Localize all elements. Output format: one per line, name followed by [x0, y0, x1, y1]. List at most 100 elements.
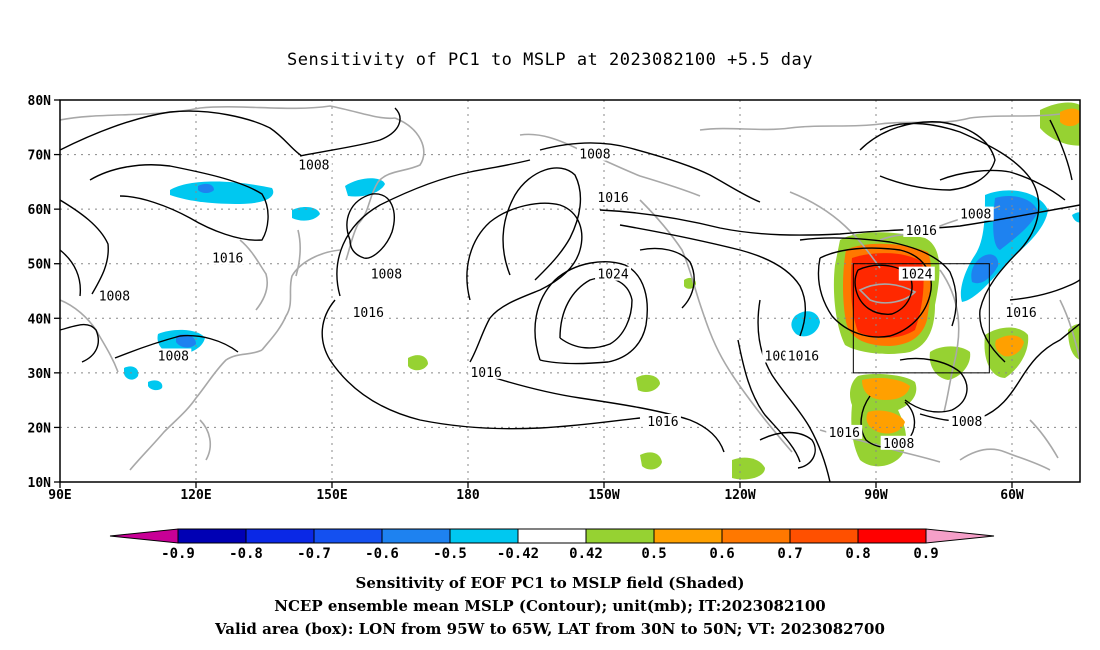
contour-labels: 1008 1008 1016 1016 1016 1008 1008 1008 1016 1024…	[96, 146, 1040, 452]
contour-label: 1008	[951, 415, 982, 430]
colorbar-label: 0.9	[913, 546, 938, 562]
lon-label: 150E	[316, 488, 347, 503]
contour-label: 1016	[212, 251, 243, 266]
lon-label: 150W	[588, 488, 619, 503]
lat-label: 40N	[28, 312, 52, 327]
contour-label-bg	[96, 288, 133, 303]
negative-region-siberia3	[292, 206, 320, 221]
colorbar-box	[721, 528, 791, 544]
figure-title: Sensitivity of PC1 to MSLP at 2023082100…	[286, 50, 813, 70]
colorbar-box	[177, 528, 247, 544]
contour-label-bg	[576, 146, 613, 161]
contour-label: 1024	[901, 268, 932, 283]
positive-region-south-orange	[862, 378, 910, 400]
contour-label-bg	[595, 190, 632, 205]
colorbar-low-end	[109, 528, 179, 544]
colorbar-label: 0.8	[845, 546, 870, 562]
contour-label: 1016	[353, 306, 384, 321]
contour-label-bg	[903, 222, 940, 237]
colorbar-box	[653, 528, 723, 544]
negative-region-edge	[1072, 212, 1080, 223]
negative-region-east-coast-dark2	[971, 254, 999, 284]
contour-label: 100	[765, 349, 788, 364]
contour-label-bg	[350, 304, 387, 319]
colorbar-labels: -0.9 -0.8 -0.7 -0.6 -0.5 -0.42 0.42 0.5 0.6 0.7 0.…	[161, 546, 939, 562]
lat-label: 50N	[28, 258, 52, 273]
contour-label: 1008	[371, 268, 402, 283]
caption-line-2: NCEP ensemble mean MSLP (Contour); unit(…	[274, 597, 826, 615]
contour-label-bg	[785, 348, 822, 363]
colorbar-label: 0.5	[641, 546, 666, 562]
colorbar-boxes	[109, 528, 995, 544]
lon-label: 90E	[48, 488, 71, 503]
negative-region-china-dark	[176, 334, 196, 348]
negative-region-siberia-dark	[198, 183, 214, 193]
negative-region-us	[791, 311, 820, 337]
contour-label: 1008	[99, 289, 130, 304]
colorbar-label: 0.7	[777, 546, 802, 562]
positive-region-gulf	[732, 457, 765, 480]
lon-label: 90W	[864, 488, 888, 503]
contour-label: 1016	[470, 366, 501, 381]
colorbar-box	[449, 528, 519, 544]
contour-label: 1016	[1005, 306, 1036, 321]
lat-label: 60N	[28, 203, 52, 218]
positive-region-sw	[640, 452, 662, 470]
latitude-labels: 80N 70N 60N 50N 40N 30N 20N 10N	[28, 94, 52, 491]
colorbar-label: -0.5	[433, 546, 467, 562]
contour-label-bg	[948, 413, 985, 428]
colorbar: -0.9 -0.8 -0.7 -0.6 -0.5 -0.42 0.42 0.5 0.6 0.7 0.…	[109, 528, 995, 562]
colorbar-label: -0.7	[297, 546, 331, 562]
contour-label-bg	[209, 250, 246, 265]
colorbar-box	[857, 528, 927, 544]
contour-label: 1008	[298, 158, 329, 173]
negative-region-china3	[148, 380, 163, 391]
coastlines	[60, 105, 1080, 471]
lat-label: 70N	[28, 149, 52, 164]
colorbar-label: -0.8	[229, 546, 263, 562]
colorbar-box	[585, 528, 655, 544]
axis-ticks	[54, 99, 1013, 488]
positive-region-pac2	[408, 355, 428, 371]
colorbar-label: -0.9	[161, 546, 195, 562]
map-frame	[59, 99, 1081, 483]
lon-label: 180	[456, 488, 480, 503]
contour-label-bg	[1003, 304, 1040, 319]
contour-label: 1016	[597, 191, 628, 206]
contour-label: 1016	[906, 224, 937, 239]
lat-label: 20N	[28, 421, 52, 436]
lon-label: 120W	[724, 488, 755, 503]
lat-label: 80N	[28, 94, 52, 109]
lon-label: 60W	[1000, 488, 1024, 503]
contour-label: 1016	[647, 415, 678, 430]
lat-label: 10N	[28, 476, 52, 491]
map-panel: 1008 1008 1016 1016 1016 1008 1008 1008 1016 1024…	[28, 94, 1081, 503]
contour-label-bg	[826, 424, 863, 439]
contour-label-bg	[368, 266, 405, 281]
colorbar-label: 0.6	[709, 546, 734, 562]
longitude-labels: 90E 120E 150E 180 150W 120W 90W 60W	[48, 488, 1024, 503]
contour-label: 1008	[579, 148, 610, 163]
positive-region-ne-orange	[1060, 108, 1080, 127]
contour-label: 1008	[883, 437, 914, 452]
lat-label: 30N	[28, 367, 52, 382]
colorbar-box	[789, 528, 859, 544]
contour-label: 1016	[829, 426, 860, 441]
contour-label-bg	[155, 348, 192, 363]
contour-label-bg	[957, 206, 994, 221]
lon-label: 120E	[180, 488, 211, 503]
contour-label-bg	[295, 157, 332, 172]
contour-label-bg	[644, 413, 681, 428]
colorbar-box	[517, 528, 587, 544]
contour-label-bg	[595, 266, 632, 281]
contour-label: 1008	[158, 349, 189, 364]
colorbar-label: -0.42	[497, 546, 539, 562]
colorbar-label: -0.6	[365, 546, 399, 562]
contour-label: 1008	[960, 208, 991, 223]
contour-label-bg	[880, 435, 917, 450]
positive-region-pac1	[636, 374, 660, 392]
colorbar-label: 0.42	[569, 546, 603, 562]
negative-region-siberia2	[345, 178, 385, 197]
positive-region-e-orange	[995, 335, 1024, 357]
